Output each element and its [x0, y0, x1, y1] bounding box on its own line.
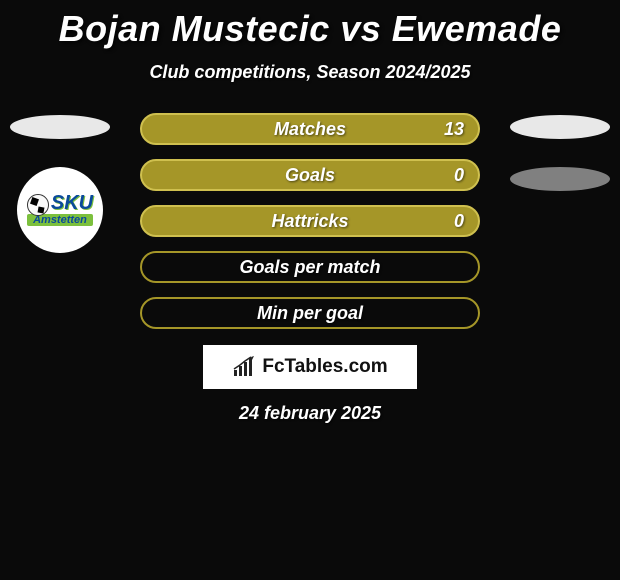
club-logo-icon: SKU Amstetten [27, 194, 93, 226]
stat-value: 0 [454, 165, 464, 186]
stat-label: Min per goal [257, 303, 363, 324]
right-player-avatar [510, 115, 610, 139]
stat-bar-goals-per-match: Goals per match [140, 251, 480, 283]
stat-label: Matches [274, 119, 346, 140]
stat-bar-goals: Goals 0 [140, 159, 480, 191]
stat-bars: Matches 13 Goals 0 Hattricks 0 Goals per… [140, 113, 480, 329]
club-line1: SKU [51, 192, 93, 214]
stat-bar-matches: Matches 13 [140, 113, 480, 145]
left-club-badge: SKU Amstetten [17, 167, 103, 253]
right-club-placeholder [510, 167, 610, 191]
left-player-avatar [10, 115, 110, 139]
subtitle: Club competitions, Season 2024/2025 [0, 62, 620, 83]
ball-icon [27, 194, 49, 216]
comparison-area: SKU Amstetten Matches 13 Goals 0 Hattric… [0, 113, 620, 329]
right-player-column [500, 113, 620, 191]
stat-label: Goals [285, 165, 335, 186]
page-title: Bojan Mustecic vs Ewemade [0, 0, 620, 50]
brand-box[interactable]: FcTables.com [203, 345, 417, 389]
brand-text: FcTables.com [262, 356, 387, 378]
stat-bar-hattricks: Hattricks 0 [140, 205, 480, 237]
stat-value: 13 [444, 119, 464, 140]
chart-icon [232, 356, 258, 378]
left-player-column: SKU Amstetten [0, 113, 120, 253]
stat-label: Hattricks [271, 211, 348, 232]
stat-value: 0 [454, 211, 464, 232]
stat-label: Goals per match [239, 257, 380, 278]
stat-bar-min-per-goal: Min per goal [140, 297, 480, 329]
date-label: 24 february 2025 [0, 403, 620, 424]
